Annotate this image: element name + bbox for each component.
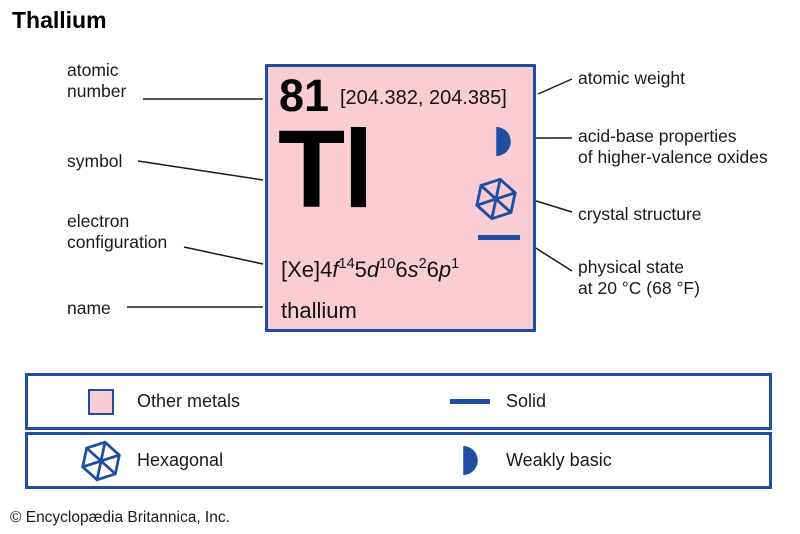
other-metals-swatch: [88, 388, 114, 415]
legend-row-category-state: Other metals Solid: [25, 373, 772, 430]
legend-label-other-metals: Other metals: [137, 391, 241, 411]
callout-atomic-weight: atomic weight: [578, 68, 685, 88]
electron-configuration-value: [Xe]4f145d106s26p1: [281, 255, 460, 282]
legend-item-other-metals: Other metals: [77, 388, 241, 415]
legend-row-crystal-acidbase: Hexagonal Weakly basic: [25, 432, 772, 489]
solid-line-icon: [478, 235, 520, 240]
callout-crystal-structure: crystal structure: [578, 204, 702, 224]
legend-item-weakly-basic: Weakly basic: [446, 435, 612, 486]
legend-label-weakly-basic: Weakly basic: [506, 450, 612, 470]
leader-line-electron-configuration: [183, 246, 264, 265]
page-title: Thallium: [12, 7, 107, 33]
legend-item-hexagonal: Hexagonal: [77, 439, 223, 483]
atomic-number-value: 81: [279, 70, 330, 121]
atomic-weight-value: [204.382, 204.385]: [340, 87, 507, 109]
element-name: thallium: [281, 298, 357, 323]
hexagonal-crystal-icon: [81, 440, 121, 481]
element-symbol: Tl: [278, 108, 374, 231]
callout-symbol: symbol: [67, 151, 123, 171]
legend-label-solid: Solid: [506, 391, 547, 411]
callout-electron-configuration: electron configuration: [67, 211, 168, 252]
legend: Other metals Solid: [25, 373, 772, 489]
leader-line-symbol: [137, 160, 264, 181]
half-circle-icon: [496, 127, 511, 156]
weakly-basic-half-circle-icon: [462, 446, 478, 475]
callout-atomic-number: atomic number: [67, 60, 127, 101]
callout-acid-base: acid-base properties of higher-valence o…: [578, 126, 768, 167]
legend-label-hexagonal: Hexagonal: [137, 450, 224, 470]
other-metals-swatch-cell: [77, 388, 125, 415]
solid-line-icon: [450, 399, 490, 404]
legend-item-solid: Solid: [446, 376, 546, 427]
element-card: 81 [204.382, 204.385] Tl [Xe]4f145d106s2…: [265, 64, 536, 332]
weakly-basic-icon-cell: [446, 446, 494, 475]
solid-line-cell: [446, 399, 494, 404]
hexagonal-crystal-icon: [475, 177, 517, 221]
hexagonal-icon-cell: [77, 439, 125, 483]
copyright-notice: © Encyclopædia Britannica, Inc.: [10, 509, 230, 526]
callout-name: name: [67, 298, 111, 318]
leader-line-atomic-weight: [537, 78, 573, 95]
callout-physical-state: physical state at 20 °C (68 °F): [578, 257, 700, 298]
